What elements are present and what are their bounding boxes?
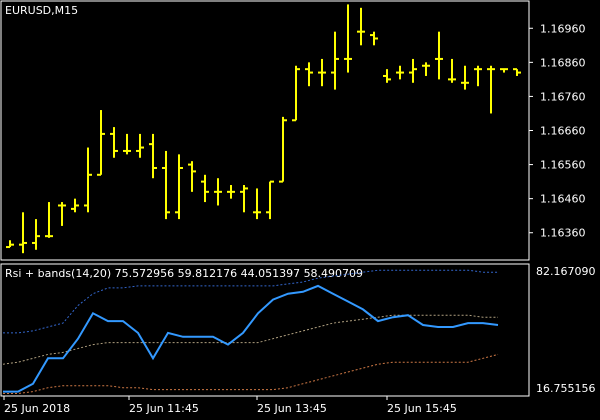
price-tick-label: 1.16660 <box>540 125 586 138</box>
time-tick-label: 25 Jun 13:45 <box>257 402 327 415</box>
time-tick-label: 25 Jun 11:45 <box>129 402 199 415</box>
indicator-min-label: 16.755156 <box>536 382 596 395</box>
ohlc-bar <box>240 185 248 213</box>
time-tick-label: 25 Jun 15:45 <box>387 402 457 415</box>
ohlc-bar <box>6 240 14 249</box>
ohlc-bar <box>331 31 339 90</box>
lower-band-line <box>3 353 499 394</box>
ohlc-bar <box>162 150 170 220</box>
ohlc-bar <box>396 65 404 80</box>
price-axis: 1.16960 1.16860 1.16760 1.16660 1.16560 1.164… <box>529 22 586 240</box>
middle-band-line <box>2 314 498 365</box>
ohlc-bar <box>292 65 300 122</box>
ohlc-bar <box>383 69 391 83</box>
indicator-panel-frame <box>0 263 530 397</box>
price-tick-label: 1.16360 <box>540 227 586 240</box>
symbol-label: EURUSD,M15 <box>5 4 78 17</box>
ohlc-bar <box>175 154 183 220</box>
rsi-series <box>2 269 499 394</box>
ohlc-bar <box>305 62 313 87</box>
ohlc-bar <box>461 65 469 90</box>
ohlc-bar <box>409 58 417 83</box>
ohlc-bar <box>123 133 131 155</box>
time-tick-label: 25 Jun 2018 <box>4 402 70 415</box>
ohlc-bar <box>448 58 456 83</box>
ohlc-bar <box>227 185 235 199</box>
ohlc-bar <box>84 147 92 213</box>
price-tick-label: 1.16960 <box>540 22 586 35</box>
ohlc-bar <box>474 65 482 87</box>
ohlc-bar <box>513 68 521 76</box>
ohlc-bar <box>435 31 443 80</box>
ohlc-bar <box>253 188 261 220</box>
upper-band-line <box>3 269 498 334</box>
price-tick-label: 1.16760 <box>540 90 586 103</box>
ohlc-bar <box>32 219 40 250</box>
main-panel-frame <box>0 0 530 261</box>
ohlc-bar <box>279 116 287 183</box>
price-tick-label: 1.16860 <box>540 56 586 69</box>
time-axis: 25 Jun 2018 25 Jun 11:45 25 Jun 13:45 25 Ju… <box>3 396 457 415</box>
ohlc-bar <box>214 178 222 206</box>
ohlc-bar <box>58 202 66 226</box>
ohlc-bar <box>149 133 157 179</box>
ohlc-bar <box>500 68 508 73</box>
indicator-title: Rsi + bands(14,20) 75.572956 59.812176 4… <box>5 267 363 280</box>
ohlc-bar <box>422 62 430 76</box>
ohlc-bar <box>487 65 495 114</box>
ohlc-bar <box>188 161 196 192</box>
ohlc-bar <box>45 202 53 238</box>
ohlc-bar <box>19 212 27 254</box>
rsi-line <box>3 284 499 393</box>
ohlc-bar <box>318 58 326 87</box>
price-tick-label: 1.16460 <box>540 193 586 206</box>
ohlc-bar <box>110 127 118 158</box>
indicator-max-label: 82.167090 <box>536 265 596 278</box>
ohlc-bar <box>71 198 79 213</box>
ohlc-bars <box>6 4 521 254</box>
ohlc-bar <box>357 7 365 46</box>
ohlc-bar <box>97 110 105 176</box>
ohlc-bar <box>344 4 352 73</box>
ohlc-bar <box>370 31 378 46</box>
price-tick-label: 1.16560 <box>540 159 586 172</box>
ohlc-bar <box>136 133 144 158</box>
ohlc-bar <box>201 174 209 203</box>
ohlc-bar <box>266 180 274 220</box>
